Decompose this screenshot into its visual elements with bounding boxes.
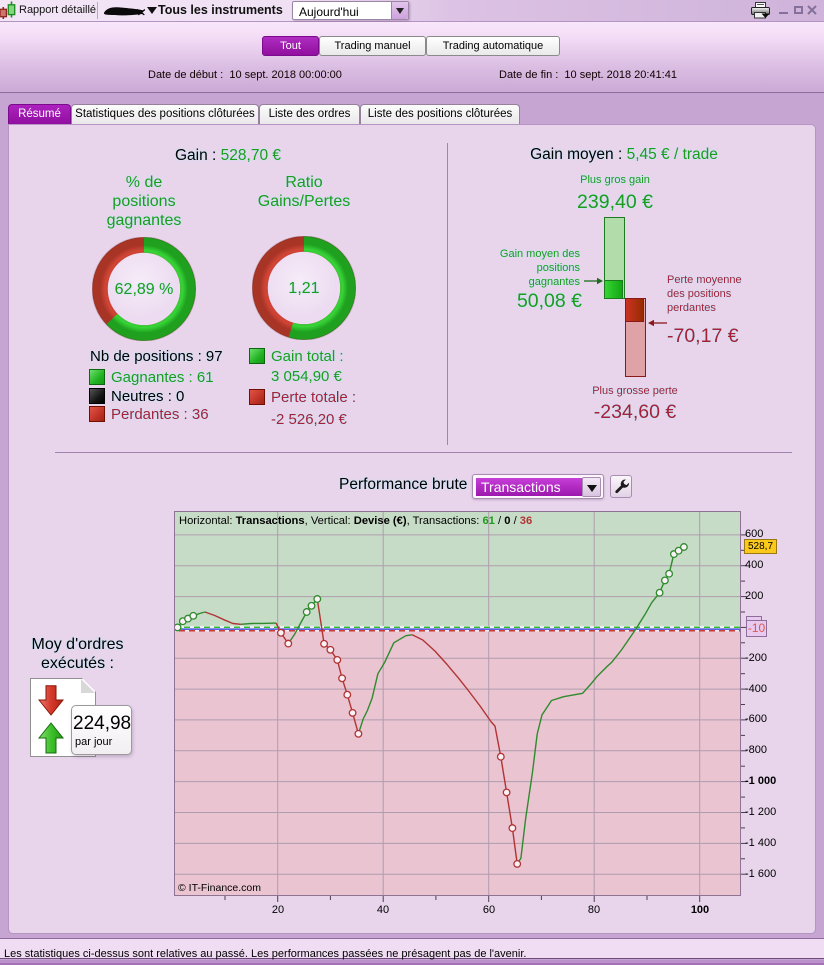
svg-text:Horizontal: Transactions, Vert: Horizontal: Transactions, Vertical: Devi…	[179, 515, 532, 527]
